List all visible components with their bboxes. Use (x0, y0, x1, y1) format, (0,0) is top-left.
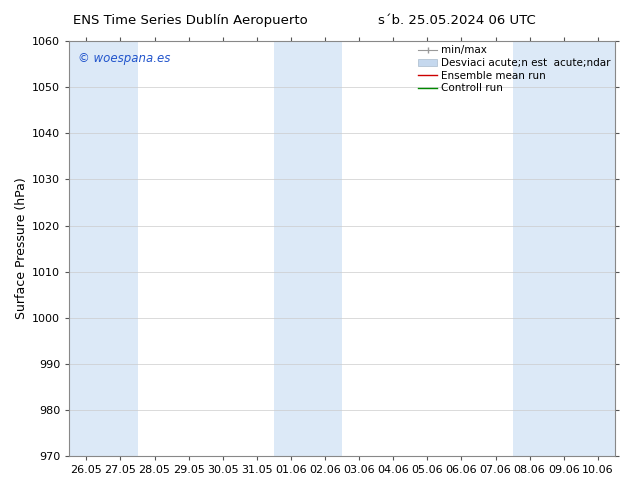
Y-axis label: Surface Pressure (hPa): Surface Pressure (hPa) (15, 178, 28, 319)
Text: ENS Time Series Dublín Aeropuerto: ENS Time Series Dublín Aeropuerto (73, 14, 307, 27)
Bar (274, 41, 342, 456)
Legend: min/max, Desviaci acute;n est  acute;ndar, Ensemble mean run, Controll run: min/max, Desviaci acute;n est acute;ndar… (416, 43, 612, 95)
Bar (69, 41, 138, 456)
Text: s´b. 25.05.2024 06 UTC: s´b. 25.05.2024 06 UTC (378, 14, 535, 27)
Text: © woespana.es: © woespana.es (77, 51, 170, 65)
Bar (512, 41, 615, 456)
